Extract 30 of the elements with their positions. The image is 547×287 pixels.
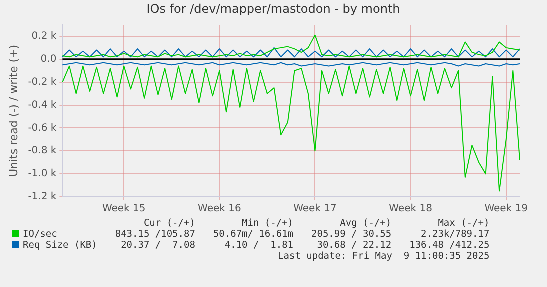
y-tick-label: -1.2 k [28, 192, 57, 203]
y-tick-label: -0.4 k [28, 100, 57, 111]
y-tick-label: -1.0 k [28, 168, 57, 180]
text: 205.99 / 30.55 [310, 229, 392, 240]
text: 50.67m/ 16.61m [212, 229, 294, 240]
text: 136.48 /412.25 [408, 240, 490, 251]
x-tick-label: Week 18 [389, 204, 432, 215]
y-tick-label: 0.0 [40, 54, 57, 65]
text: 2.23k/789.17 [420, 229, 490, 240]
text: Max (-/+) [437, 218, 490, 229]
text: 20.37 / 7.08 [120, 240, 196, 251]
y-tick-label: -0.8 k [28, 146, 57, 157]
y-axis-title: Units read (-) / write (+) [7, 44, 20, 178]
text: Last update: Fri May 9 11:00:35 2025 [277, 251, 490, 262]
text: 30.68 / 22.12 [316, 240, 392, 251]
x-tick-label: Week 17 [294, 204, 337, 215]
x-tick-label: Week 16 [198, 204, 242, 215]
y-tick-label: -0.6 k [28, 122, 57, 134]
legend-label: Req Size (KB) [22, 240, 98, 251]
text: 843.15 /105.87 [114, 229, 196, 240]
text: 4.10 / 1.81 [224, 240, 294, 251]
y-tick-label: 0.2 k [32, 31, 57, 42]
chart-title: IOs for /dev/mapper/mastodon - by month [146, 2, 402, 16]
text: Min (-/+) [241, 218, 294, 229]
text: Avg (-/+) [339, 218, 392, 229]
y-tick-label: -0.2 k [28, 76, 57, 88]
x-tick-label: Week 15 [102, 204, 146, 215]
text: Cur (-/+) [142, 218, 196, 229]
legend-label: IO/sec [22, 229, 58, 240]
x-tick-label: Week 19 [484, 204, 528, 215]
